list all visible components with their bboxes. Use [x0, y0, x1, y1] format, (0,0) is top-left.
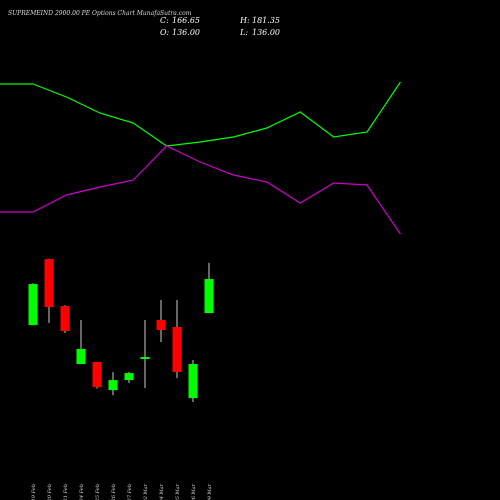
summary-label: C:: [160, 16, 169, 25]
candle-body: [76, 349, 86, 364]
candle-body: [204, 279, 214, 314]
candle-body: [124, 373, 134, 381]
x-tick-label: 05 Mar: [175, 483, 181, 500]
chart-title: SUPREMEIND 2900.00 PE Options Chart Muna…: [8, 10, 192, 17]
x-tick-label: 26 Feb: [111, 484, 117, 500]
summary-label: L:: [239, 28, 248, 37]
x-tick-label: 20 Feb: [47, 484, 53, 500]
x-tick-label: 21 Feb: [63, 484, 69, 500]
summary-value: 136.00: [252, 28, 280, 37]
candle-body: [60, 306, 70, 332]
x-tick-label: 27 Feb: [127, 484, 133, 500]
candle-body: [156, 320, 166, 331]
candle-body: [140, 356, 150, 359]
candle-body: [188, 363, 198, 399]
line: [32, 81, 401, 147]
x-tick-label: 04 Mar: [159, 483, 165, 500]
x-tick-label: 09 Mar: [207, 483, 213, 500]
x-tick-label: 25 Feb: [95, 484, 101, 500]
candle-body: [28, 284, 38, 326]
x-tick-label: 06 Mar: [191, 483, 197, 500]
summary-label: O:: [160, 28, 170, 37]
summary-value: 166.65: [172, 16, 200, 25]
summary-value: 181.35: [252, 16, 280, 25]
candle-body: [108, 380, 118, 391]
x-tick-label: 19 Feb: [31, 484, 37, 500]
summary-value: 136.00: [172, 28, 200, 37]
x-tick-label: 02 Mar: [143, 483, 149, 500]
candle-body: [172, 327, 182, 373]
candle-body: [44, 259, 54, 308]
line: [32, 145, 401, 235]
candle-body: [92, 361, 102, 388]
summary-label: H:: [239, 16, 250, 25]
x-tick-label: 24 Feb: [79, 484, 85, 500]
